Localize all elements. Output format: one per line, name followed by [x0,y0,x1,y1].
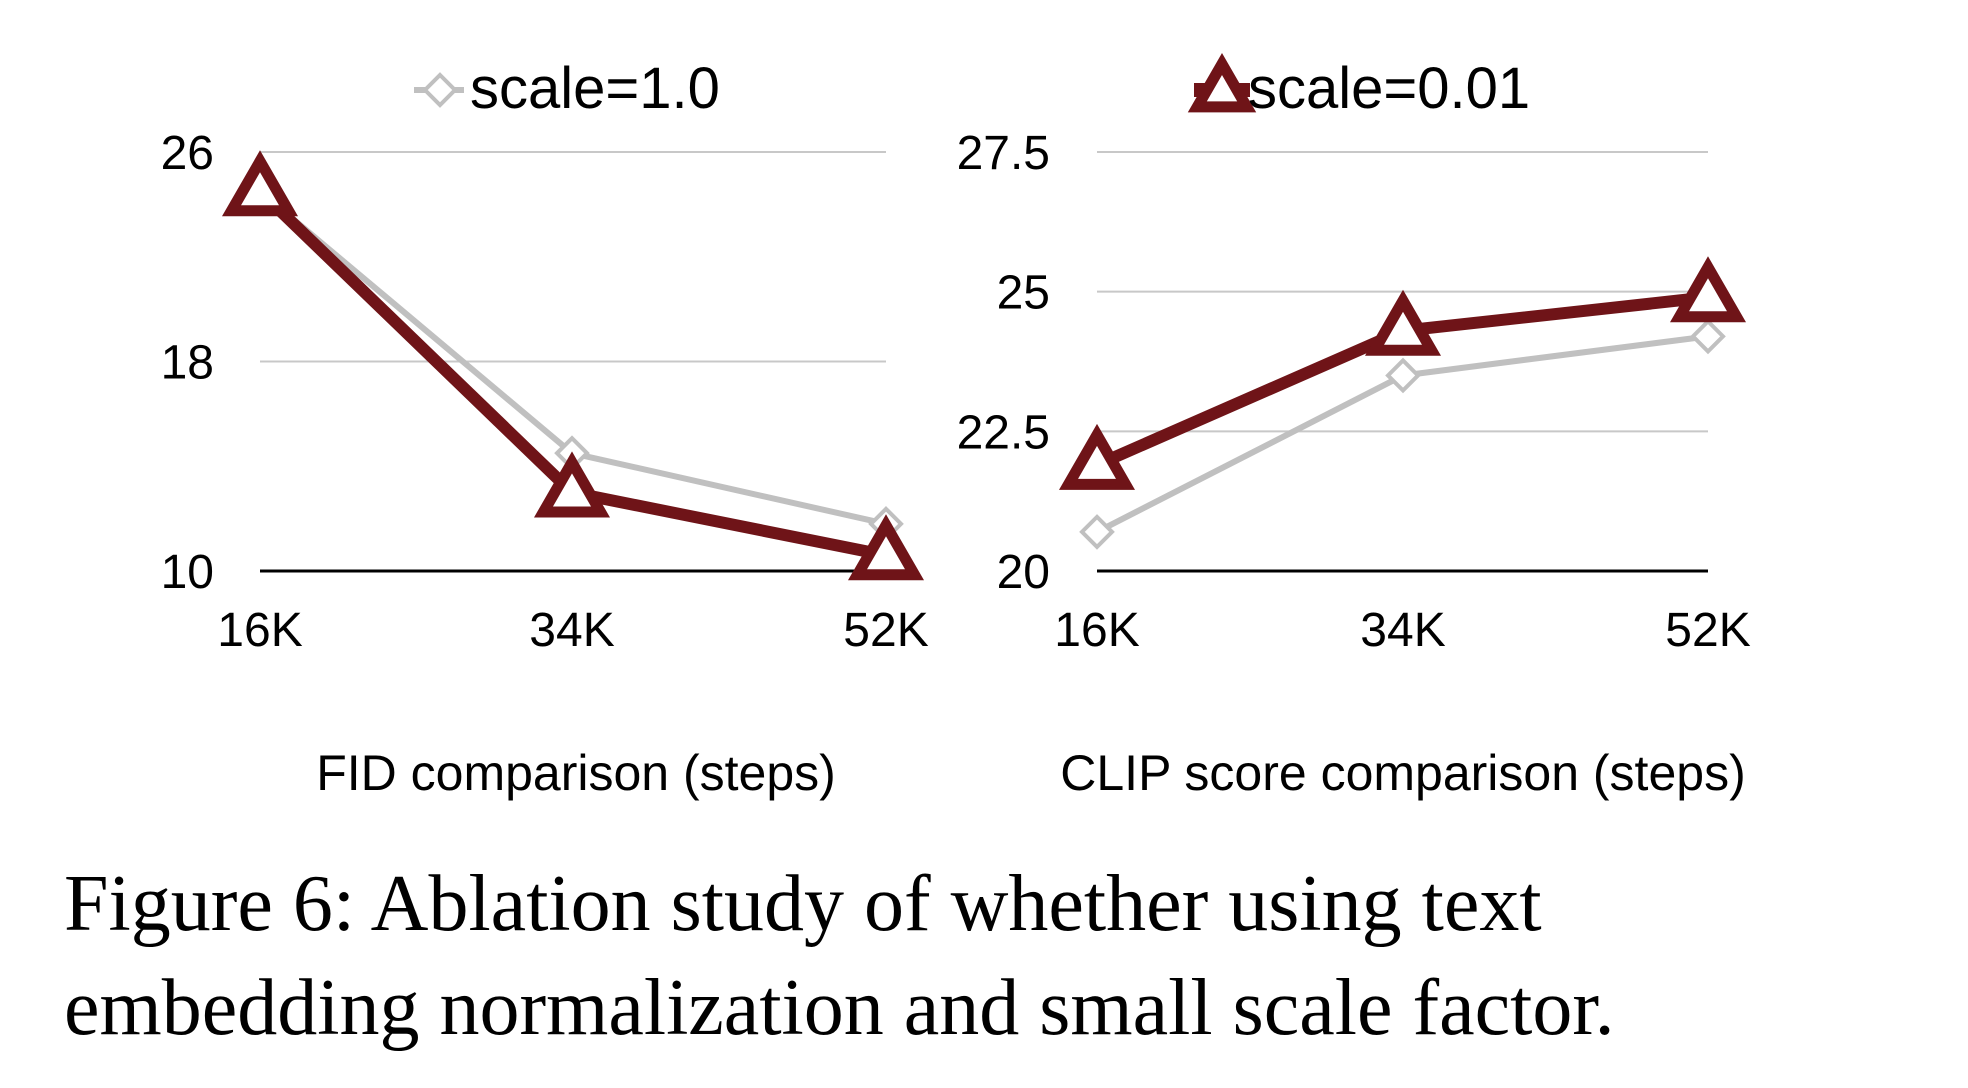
data-point-triangle [533,451,611,518]
data-point-diamond [1385,357,1421,394]
clip-score-chart: 20 22.5 25 27.5 16K 34K 52K [957,127,1751,657]
legend-diamond-marker [414,72,464,108]
legend-diamond-shape [422,72,458,108]
x-tick-label: 16K [217,604,302,657]
data-point-triangle [847,514,925,581]
x-tick-label: 52K [843,604,928,657]
data-point-triangle [1669,256,1747,323]
y-tick-label: 18 [161,337,214,390]
legend-triangle-shape [1187,52,1257,113]
legend-label-scale-0-01: scale=0.01 [1248,56,1530,121]
legend-label-scale-1-0: scale=1.0 [470,56,720,121]
y-tick-label: 20 [997,546,1050,599]
y-tick-label: 27.5 [957,127,1050,180]
fid-chart: 10 18 26 16K 34K 52K [161,127,929,657]
legend-item-scale-1-0: scale=1.0 [414,56,720,121]
x-tick-label: 52K [1665,604,1750,657]
data-point-diamond [1690,318,1726,355]
x-tick-label: 16K [1054,604,1139,657]
clip-chart-xlabel: CLIP score comparison (steps) [1060,745,1745,801]
data-point-triangle [1058,423,1136,490]
legend-item-scale-0-01: scale=0.01 [1187,52,1530,121]
y-tick-label: 25 [997,267,1050,320]
data-point-triangle [1364,289,1442,356]
y-tick-label: 10 [161,546,214,599]
legend: scale=1.0 scale=0.01 [414,52,1530,121]
fid-chart-xlabel: FID comparison (steps) [316,745,836,801]
y-tick-label: 26 [161,127,214,180]
figure-caption-line-1: Figure 6: Ablation study of whether usin… [64,860,1542,948]
y-tick-label: 22.5 [957,406,1050,459]
data-point-triangle [221,150,299,217]
x-tick-label: 34K [1360,604,1445,657]
data-point-diamond [1079,514,1115,550]
figure-caption-line-2: embedding normalization and small scale … [64,964,1615,1052]
x-tick-label: 34K [529,604,614,657]
legend-triangle-marker [1187,52,1257,113]
